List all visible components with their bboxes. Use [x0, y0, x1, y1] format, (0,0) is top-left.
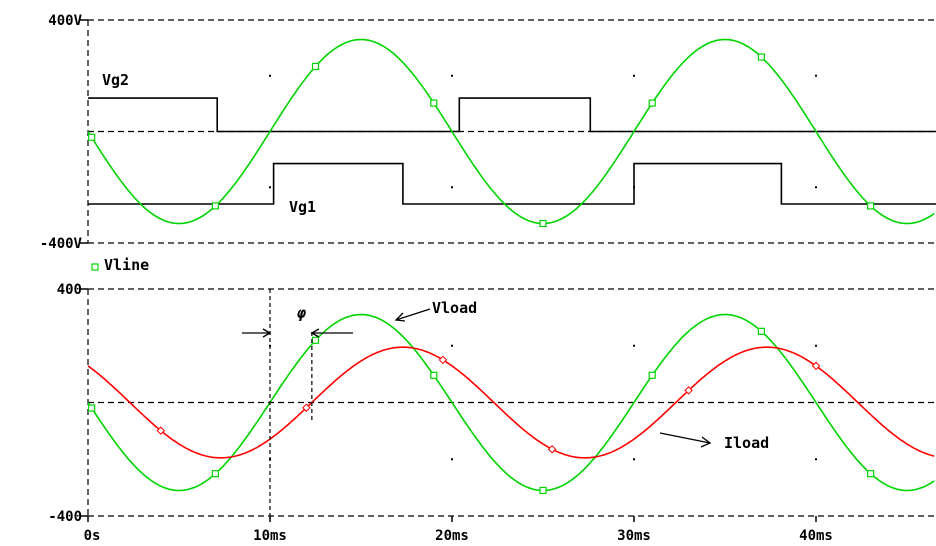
grid-dot [451, 74, 453, 77]
data-point [430, 99, 438, 107]
grid-dot [815, 458, 817, 461]
data-point [757, 53, 766, 61]
data-point [438, 355, 448, 365]
grid-dot [269, 186, 271, 189]
series-line [88, 97, 936, 133]
grid-dot [633, 74, 635, 77]
phase-arrowhead-left [262, 328, 272, 338]
data-point [866, 202, 875, 210]
x-tick-label: 10ms [253, 528, 287, 544]
x-tick-label: 20ms [435, 528, 469, 544]
data-point [539, 486, 547, 495]
data-point [88, 133, 96, 141]
grid-dot [815, 186, 817, 189]
y-tick-label: 400V [48, 13, 82, 29]
series-line [87, 313, 935, 492]
grid-dot [269, 74, 271, 77]
data-point [547, 444, 557, 454]
data-point [648, 99, 656, 107]
vload-pointer [395, 308, 431, 321]
bottom-panel: 400 -400 Vline φ Vload Iload [48, 256, 936, 525]
data-point [156, 426, 166, 435]
grid-dot [633, 458, 635, 461]
data-point [311, 336, 320, 344]
data-point [648, 371, 656, 379]
iload-label: Iload [724, 434, 769, 452]
data-point [539, 219, 547, 228]
y-tick-label: 400 [57, 282, 82, 298]
grid-dot [815, 74, 817, 77]
legend-label: Vline [104, 256, 149, 274]
series-line [87, 346, 935, 459]
x-tick-label: 40ms [799, 528, 833, 544]
x-tick-label: 0s [84, 528, 101, 544]
phase-symbol: φ [296, 304, 307, 322]
iload-pointer-head [700, 436, 712, 448]
vload-pointer-head [394, 312, 406, 322]
grid-dot [451, 186, 453, 189]
data-point [302, 403, 311, 412]
grid-dot [815, 344, 817, 347]
series-line [88, 162, 936, 205]
series-label-vg1: Vg1 [289, 198, 316, 216]
x-axis: 0s 10ms 20ms 30ms 40ms [84, 516, 833, 544]
vload-label: Vload [432, 299, 477, 317]
data-point [757, 327, 766, 335]
y-tick-label: -400 [48, 509, 82, 525]
legend-marker [91, 263, 99, 271]
x-tick-label: 30ms [617, 528, 651, 544]
grid-dot [451, 344, 453, 347]
data-point [211, 202, 219, 210]
iload-pointer [659, 432, 711, 444]
grid-dot [633, 344, 635, 347]
data-point [88, 404, 96, 412]
series-label-vg2: Vg2 [102, 71, 129, 89]
data-point [211, 470, 219, 478]
phase-arrowhead-right [310, 328, 320, 338]
y-tick-label: -400V [40, 236, 83, 252]
grid-dot [451, 458, 453, 461]
data-point [811, 361, 821, 371]
data-point [311, 62, 320, 71]
series-line [87, 38, 935, 225]
data-point [430, 371, 438, 379]
data-point [866, 470, 875, 478]
top-panel: 400V -400V Vg2 Vg1 [40, 13, 936, 252]
data-point [684, 386, 693, 395]
